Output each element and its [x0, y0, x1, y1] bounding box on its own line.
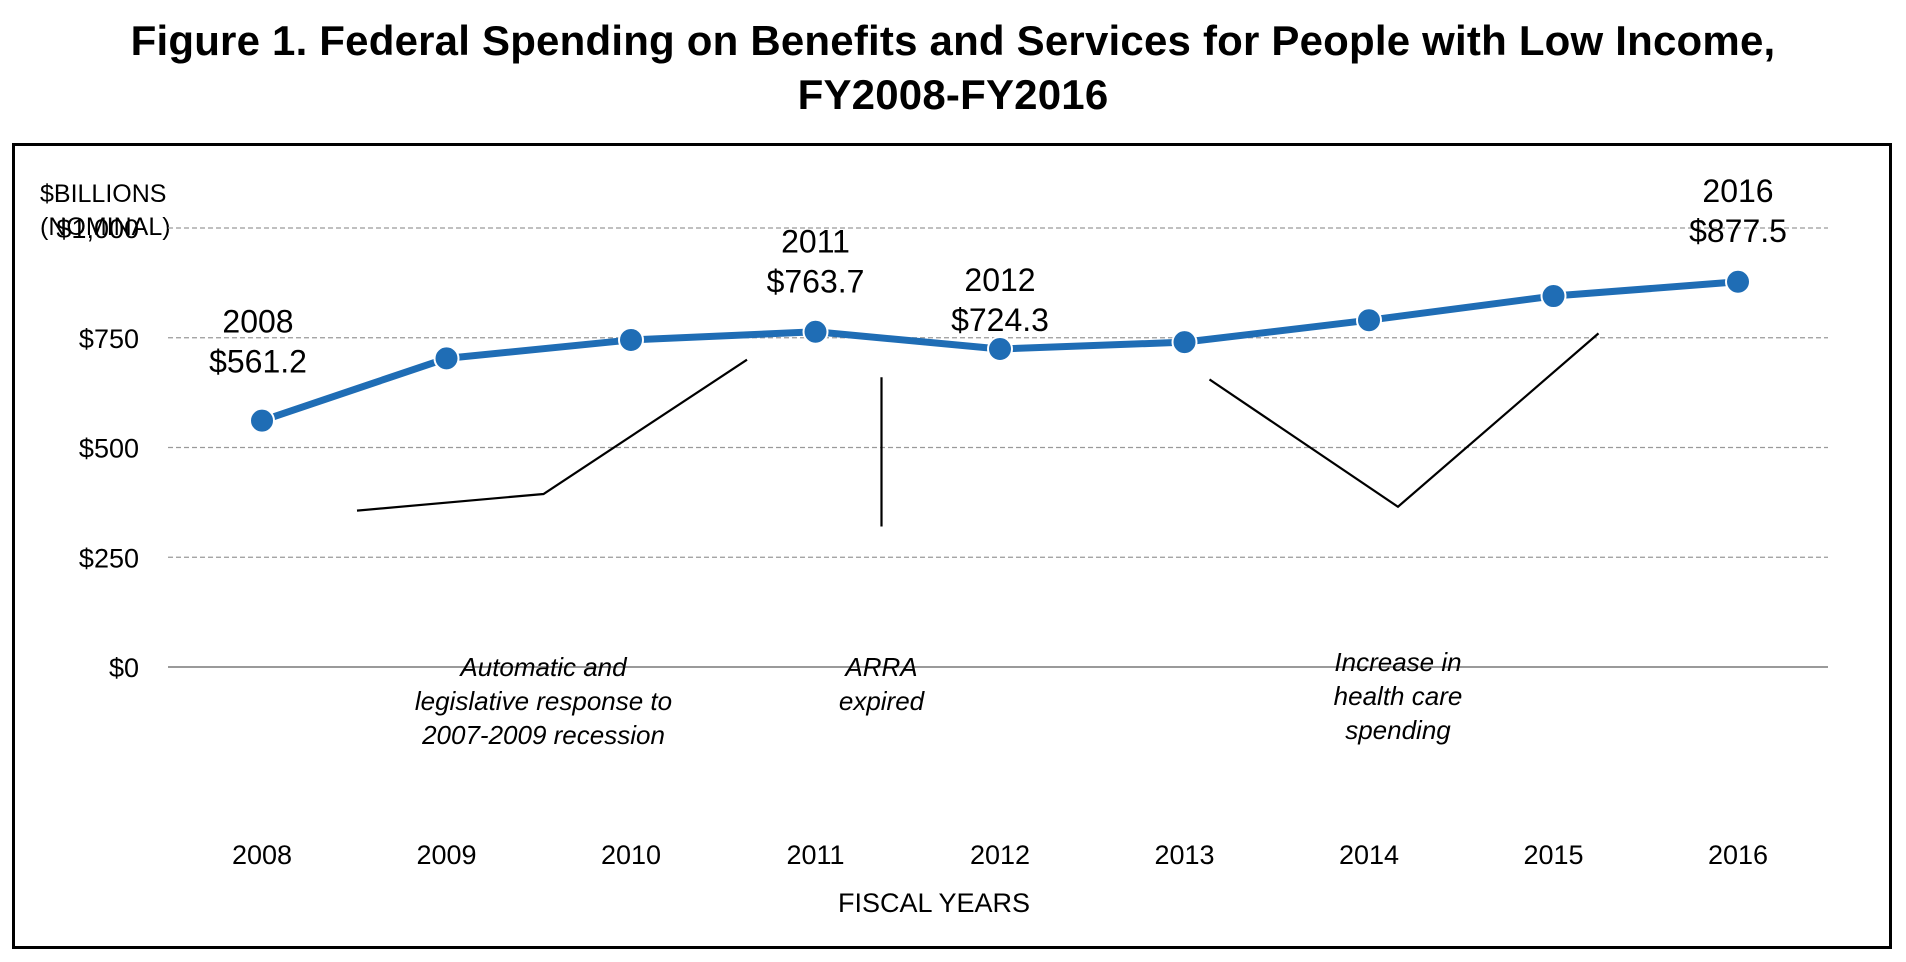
x-tick-label: 2012	[970, 840, 1030, 870]
data-label-value: $561.2	[209, 344, 307, 380]
x-tick-label: 2015	[1523, 840, 1583, 870]
data-point	[1725, 268, 1751, 295]
annotations: Automatic and legislative response to 2007…	[356, 332, 1600, 750]
y-tick-label: $250	[79, 543, 139, 573]
data-point	[987, 336, 1013, 363]
x-tick-label: 2011	[786, 840, 844, 870]
x-axis-ticks: 2008 2009 2010 2011 2012 2013 2014 2015 2016	[232, 840, 1768, 870]
health-care-annotation-text: Increase in	[1334, 647, 1461, 677]
x-tick-label: 2013	[1154, 840, 1214, 870]
y-tick-label: $1,000	[56, 214, 139, 244]
x-tick-label: 2008	[232, 840, 292, 870]
gridlines	[168, 227, 1828, 668]
y-axis-title-line1: $BILLIONS	[40, 180, 166, 208]
recession-annotation-text: legislative response to	[415, 686, 672, 716]
data-label-year: 2008	[222, 304, 293, 340]
data-label-year: 2011	[781, 224, 850, 260]
data-point	[1171, 329, 1198, 356]
figure-title: Figure 1. Federal Spending on Benefits a…	[0, 14, 1906, 122]
y-tick-label: $750	[79, 324, 139, 354]
data-point	[1356, 307, 1382, 334]
health-care-annotation-text: health care	[1334, 681, 1463, 711]
recession-bracket	[356, 358, 748, 512]
data-label-value: $724.3	[951, 302, 1049, 338]
y-axis-title-line2: (NOMINAL)	[40, 213, 171, 241]
x-axis-title: FISCAL YEARS	[838, 888, 1030, 918]
arra-annotation-text: expired	[839, 686, 926, 716]
data-point	[249, 407, 275, 434]
recession-annotation-text: Automatic and	[458, 652, 628, 682]
health-care-bracket	[1208, 332, 1600, 509]
x-tick-label: 2010	[601, 840, 661, 870]
chart-frame	[12, 143, 1892, 949]
data-labels: 2008 $561.2 2011 $763.7 2012 $724.3 2016 $877.5	[209, 173, 1787, 380]
data-point	[1540, 283, 1567, 310]
x-tick-label: 2014	[1339, 840, 1399, 870]
data-label-year: 2016	[1702, 173, 1773, 209]
x-tick-label: 2016	[1708, 840, 1768, 870]
x-tick-label: 2009	[416, 840, 476, 870]
figure-title-line2: FY2008-FY2016	[797, 71, 1109, 118]
y-tick-label: $500	[79, 434, 139, 464]
y-axis-ticks: $0 $250 $500 $750 $1,000	[56, 214, 139, 683]
data-series	[249, 268, 1751, 434]
arra-annotation-text: ARRA	[843, 652, 917, 682]
data-point	[618, 326, 644, 353]
data-point	[802, 318, 829, 345]
figure-title-line1: Figure 1. Federal Spending on Benefits a…	[130, 17, 1776, 64]
y-tick-label: $0	[109, 653, 139, 683]
data-point	[433, 345, 460, 372]
data-label-value: $763.7	[767, 264, 865, 300]
data-label-year: 2012	[964, 262, 1035, 298]
recession-annotation-text: 2007-2009 recession	[421, 720, 665, 750]
data-label-value: $877.5	[1689, 213, 1787, 249]
health-care-annotation-text: spending	[1345, 715, 1451, 745]
